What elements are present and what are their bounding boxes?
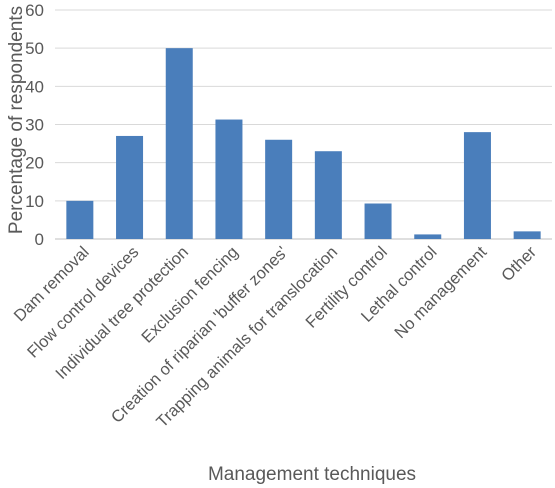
bar [165, 48, 193, 239]
x-tick-label: Other [498, 243, 540, 285]
y-axis-title: Percentage of respondents [6, 6, 27, 234]
bar [265, 139, 293, 239]
bars [66, 48, 541, 239]
bar [414, 234, 442, 239]
y-tick-label: 60 [25, 1, 44, 20]
y-axis-ticks: 0 10 20 30 40 50 60 [25, 1, 44, 249]
bar [314, 151, 342, 239]
y-tick-label: 50 [25, 39, 44, 58]
x-axis-title: Management techniques [208, 464, 416, 485]
y-tick-label: 40 [25, 77, 44, 96]
bar [364, 203, 392, 239]
y-tick-label: 20 [25, 154, 44, 173]
x-tick-label: Trapping animals for translocation [153, 243, 341, 431]
bar [463, 132, 491, 239]
y-tick-label: 30 [25, 116, 44, 135]
bar [116, 135, 144, 239]
y-tick-label: 10 [25, 192, 44, 211]
y-tick-label: 0 [35, 230, 44, 249]
bar [215, 119, 243, 239]
x-tick-label: No management [391, 243, 490, 342]
x-tick-label: Creation of riparian 'buffer zones' [108, 243, 292, 427]
bar [513, 231, 541, 239]
bar [66, 200, 94, 239]
